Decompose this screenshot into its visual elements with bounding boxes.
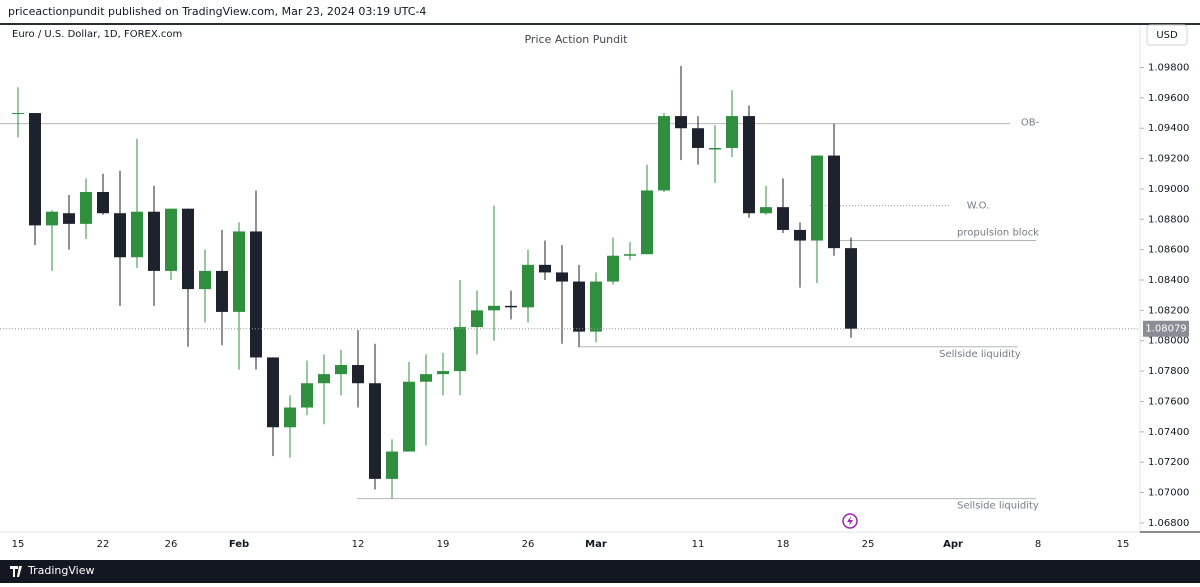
- x-tick-label: 15: [12, 539, 25, 550]
- y-tick-label: 1.09600: [1148, 93, 1189, 104]
- annotation-label: Sellside liquidity: [939, 349, 1021, 360]
- y-tick-label: 1.09400: [1148, 123, 1189, 134]
- candle-body: [233, 231, 245, 312]
- candle-body: [114, 213, 126, 258]
- y-tick-label: 1.08400: [1148, 275, 1189, 286]
- y-tick-label: 1.09200: [1148, 154, 1189, 165]
- y-tick-label: 1.08000: [1148, 336, 1189, 347]
- y-tick-label: 1.07600: [1148, 396, 1189, 407]
- candle-body: [590, 281, 602, 332]
- candle-body: [420, 374, 432, 382]
- candle-body: [352, 365, 364, 384]
- candle-body: [97, 191, 109, 214]
- candle-body: [46, 211, 58, 226]
- y-tick-label: 1.07000: [1148, 488, 1189, 499]
- candle-body: [12, 113, 24, 115]
- candle-body: [148, 211, 160, 271]
- header-bar: [0, 0, 1200, 24]
- candle-body: [675, 116, 687, 129]
- footer-logo: [10, 566, 22, 577]
- x-tick-label: 19: [437, 539, 450, 550]
- candle-body: [658, 116, 670, 191]
- candle-body: [301, 383, 313, 408]
- event-icon[interactable]: [842, 513, 858, 529]
- last-price-label: 1.08079: [1145, 324, 1186, 335]
- event-bolt: [847, 516, 853, 526]
- candle-body: [63, 213, 75, 224]
- candle-body: [267, 357, 279, 428]
- candle-body: [794, 229, 806, 241]
- x-tick-label: Apr: [943, 539, 963, 550]
- y-tick-label: 1.09800: [1148, 63, 1189, 74]
- candle-body: [199, 270, 211, 290]
- candle-body: [692, 128, 704, 148]
- candle-body: [80, 191, 92, 224]
- candle-body: [318, 374, 330, 384]
- candle-body: [216, 270, 228, 312]
- annotation-label: W.O.: [967, 201, 990, 212]
- y-tick-label: 1.08600: [1148, 245, 1189, 256]
- annotation-label: OB-: [1021, 118, 1040, 129]
- candle-body: [454, 327, 466, 372]
- annotation-label: propulsion block: [957, 228, 1039, 239]
- candle-body: [335, 365, 347, 375]
- candle-body: [182, 208, 194, 290]
- x-tick-label: 22: [97, 539, 110, 550]
- candle-body: [624, 254, 636, 256]
- x-tick-label: 25: [862, 539, 875, 550]
- x-tick-label: Mar: [585, 539, 607, 550]
- annotation-label: Sellside liquidity: [957, 501, 1039, 512]
- candle-body: [284, 407, 296, 428]
- y-tick-label: 1.09000: [1148, 184, 1189, 195]
- candle-body: [437, 371, 449, 375]
- candle-body: [777, 207, 789, 230]
- y-tick-label: 1.08200: [1148, 305, 1189, 316]
- candle-body: [29, 113, 41, 226]
- candle-body: [607, 255, 619, 282]
- candle-body: [556, 272, 568, 282]
- chart-title: Price Action Pundit: [524, 33, 628, 46]
- candle-body: [641, 190, 653, 255]
- x-tick-label: 15: [1117, 539, 1130, 550]
- candle-body: [131, 211, 143, 258]
- x-tick-label: Feb: [229, 539, 249, 550]
- y-tick-label: 1.07800: [1148, 366, 1189, 377]
- symbol: Euro / U.S. Dollar, 1D, FOREX.com: [12, 29, 182, 40]
- currency[interactable]: USD: [1156, 30, 1178, 41]
- candle-body: [845, 248, 857, 329]
- candle-body: [709, 147, 721, 150]
- candle-body: [386, 451, 398, 479]
- candle-body: [573, 281, 585, 332]
- x-tick-label: 26: [165, 539, 178, 550]
- candle-body: [369, 383, 381, 479]
- candle-body: [743, 116, 755, 214]
- header-text: priceactionpundit published on TradingVi…: [8, 5, 426, 18]
- candle-body: [760, 207, 772, 214]
- candle-body: [488, 305, 500, 311]
- y-tick-label: 1.08800: [1148, 214, 1189, 225]
- x-tick-label: 12: [352, 539, 365, 550]
- candle-body: [471, 310, 483, 328]
- x-tick-label: 18: [777, 539, 790, 550]
- candle-body: [539, 264, 551, 273]
- candle-body: [165, 208, 177, 271]
- x-tick-label: 8: [1035, 539, 1041, 550]
- candle-body: [505, 305, 517, 308]
- candle-body: [522, 264, 534, 308]
- candle-body: [250, 231, 262, 358]
- footer-brand: TradingView: [27, 564, 94, 577]
- y-tick-label: 1.07200: [1148, 457, 1189, 468]
- candle-body: [828, 155, 840, 249]
- footer-bar: [0, 560, 1200, 583]
- candle-body: [811, 155, 823, 241]
- last-price-box: [1143, 320, 1189, 337]
- y-tick-label: 1.07400: [1148, 427, 1189, 438]
- x-tick-label: 26: [522, 539, 535, 550]
- y-tick-label: 1.06800: [1148, 518, 1189, 529]
- candle-body: [726, 116, 738, 148]
- candle-body: [403, 381, 415, 452]
- x-tick-label: 11: [692, 539, 705, 550]
- currency-box[interactable]: [1146, 24, 1188, 46]
